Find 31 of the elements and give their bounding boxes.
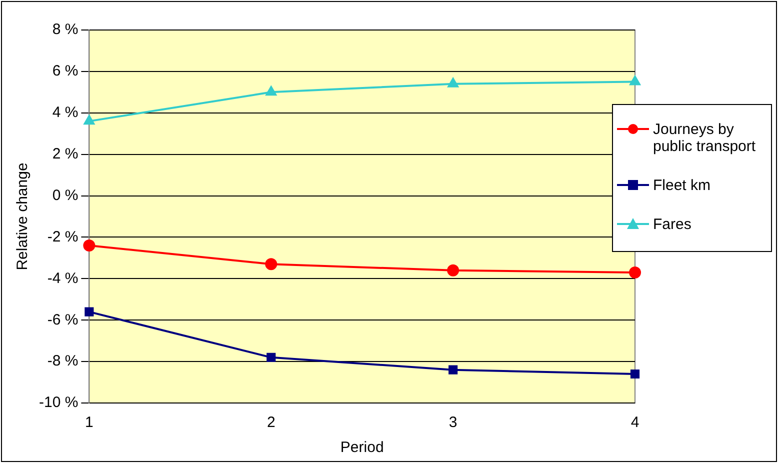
legend-label: Fares <box>653 216 692 233</box>
point <box>266 86 276 96</box>
y-tick-label: -2 % <box>47 228 78 246</box>
point <box>84 307 94 316</box>
point <box>447 264 460 276</box>
x-tick-label: 1 <box>85 414 94 432</box>
x-tick-label: 3 <box>448 414 458 432</box>
point <box>84 115 95 125</box>
point <box>83 240 96 252</box>
y-tick-label: 6 % <box>52 62 78 80</box>
y-axis-title: Relative change <box>14 162 32 270</box>
point <box>629 266 641 278</box>
x-tick-label: 2 <box>266 414 276 432</box>
y-tick-label: 2 % <box>52 145 78 162</box>
y-tick-label: -4 % <box>47 270 78 287</box>
legend-label: Fleet km <box>653 177 711 194</box>
legend-label: Journeys by public transport <box>653 121 757 155</box>
y-tick-label: 4 % <box>52 104 78 122</box>
point <box>630 76 640 86</box>
point <box>265 258 278 270</box>
x-axis-title: Period <box>340 439 384 456</box>
y-tick-label: -8 % <box>47 352 78 370</box>
x-tick-label: 4 <box>630 414 640 432</box>
point <box>448 78 458 88</box>
point <box>448 365 458 374</box>
point <box>630 369 640 379</box>
y-tick-label: -10 % <box>38 394 78 412</box>
y-tick-label: 0 % <box>52 186 78 204</box>
y-tick-label: -6 % <box>47 311 78 328</box>
y-tick-label: 8 % <box>52 21 78 38</box>
point <box>266 352 276 362</box>
